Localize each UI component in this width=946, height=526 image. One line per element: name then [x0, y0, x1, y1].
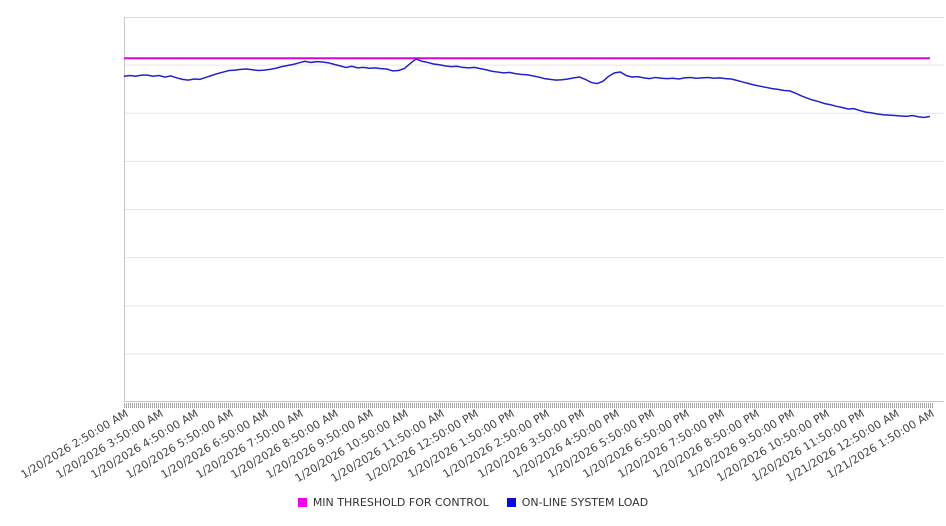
- x-axis-tick-comb: [124, 403, 934, 408]
- legend-label: ON-LINE SYSTEM LOAD: [521, 496, 649, 509]
- legend-item-load[interactable]: ON-LINE SYSTEM LOAD: [506, 496, 649, 509]
- legend: MIN THRESHOLD FOR CONTROL ON-LINE SYSTEM …: [0, 496, 946, 509]
- legend-swatch-load: [506, 498, 516, 507]
- legend-swatch-threshold: [297, 498, 307, 507]
- legend-item-threshold[interactable]: MIN THRESHOLD FOR CONTROL: [297, 496, 489, 509]
- plot-area: [123, 17, 944, 402]
- legend-label: MIN THRESHOLD FOR CONTROL: [312, 496, 489, 509]
- load-line: [123, 58, 931, 119]
